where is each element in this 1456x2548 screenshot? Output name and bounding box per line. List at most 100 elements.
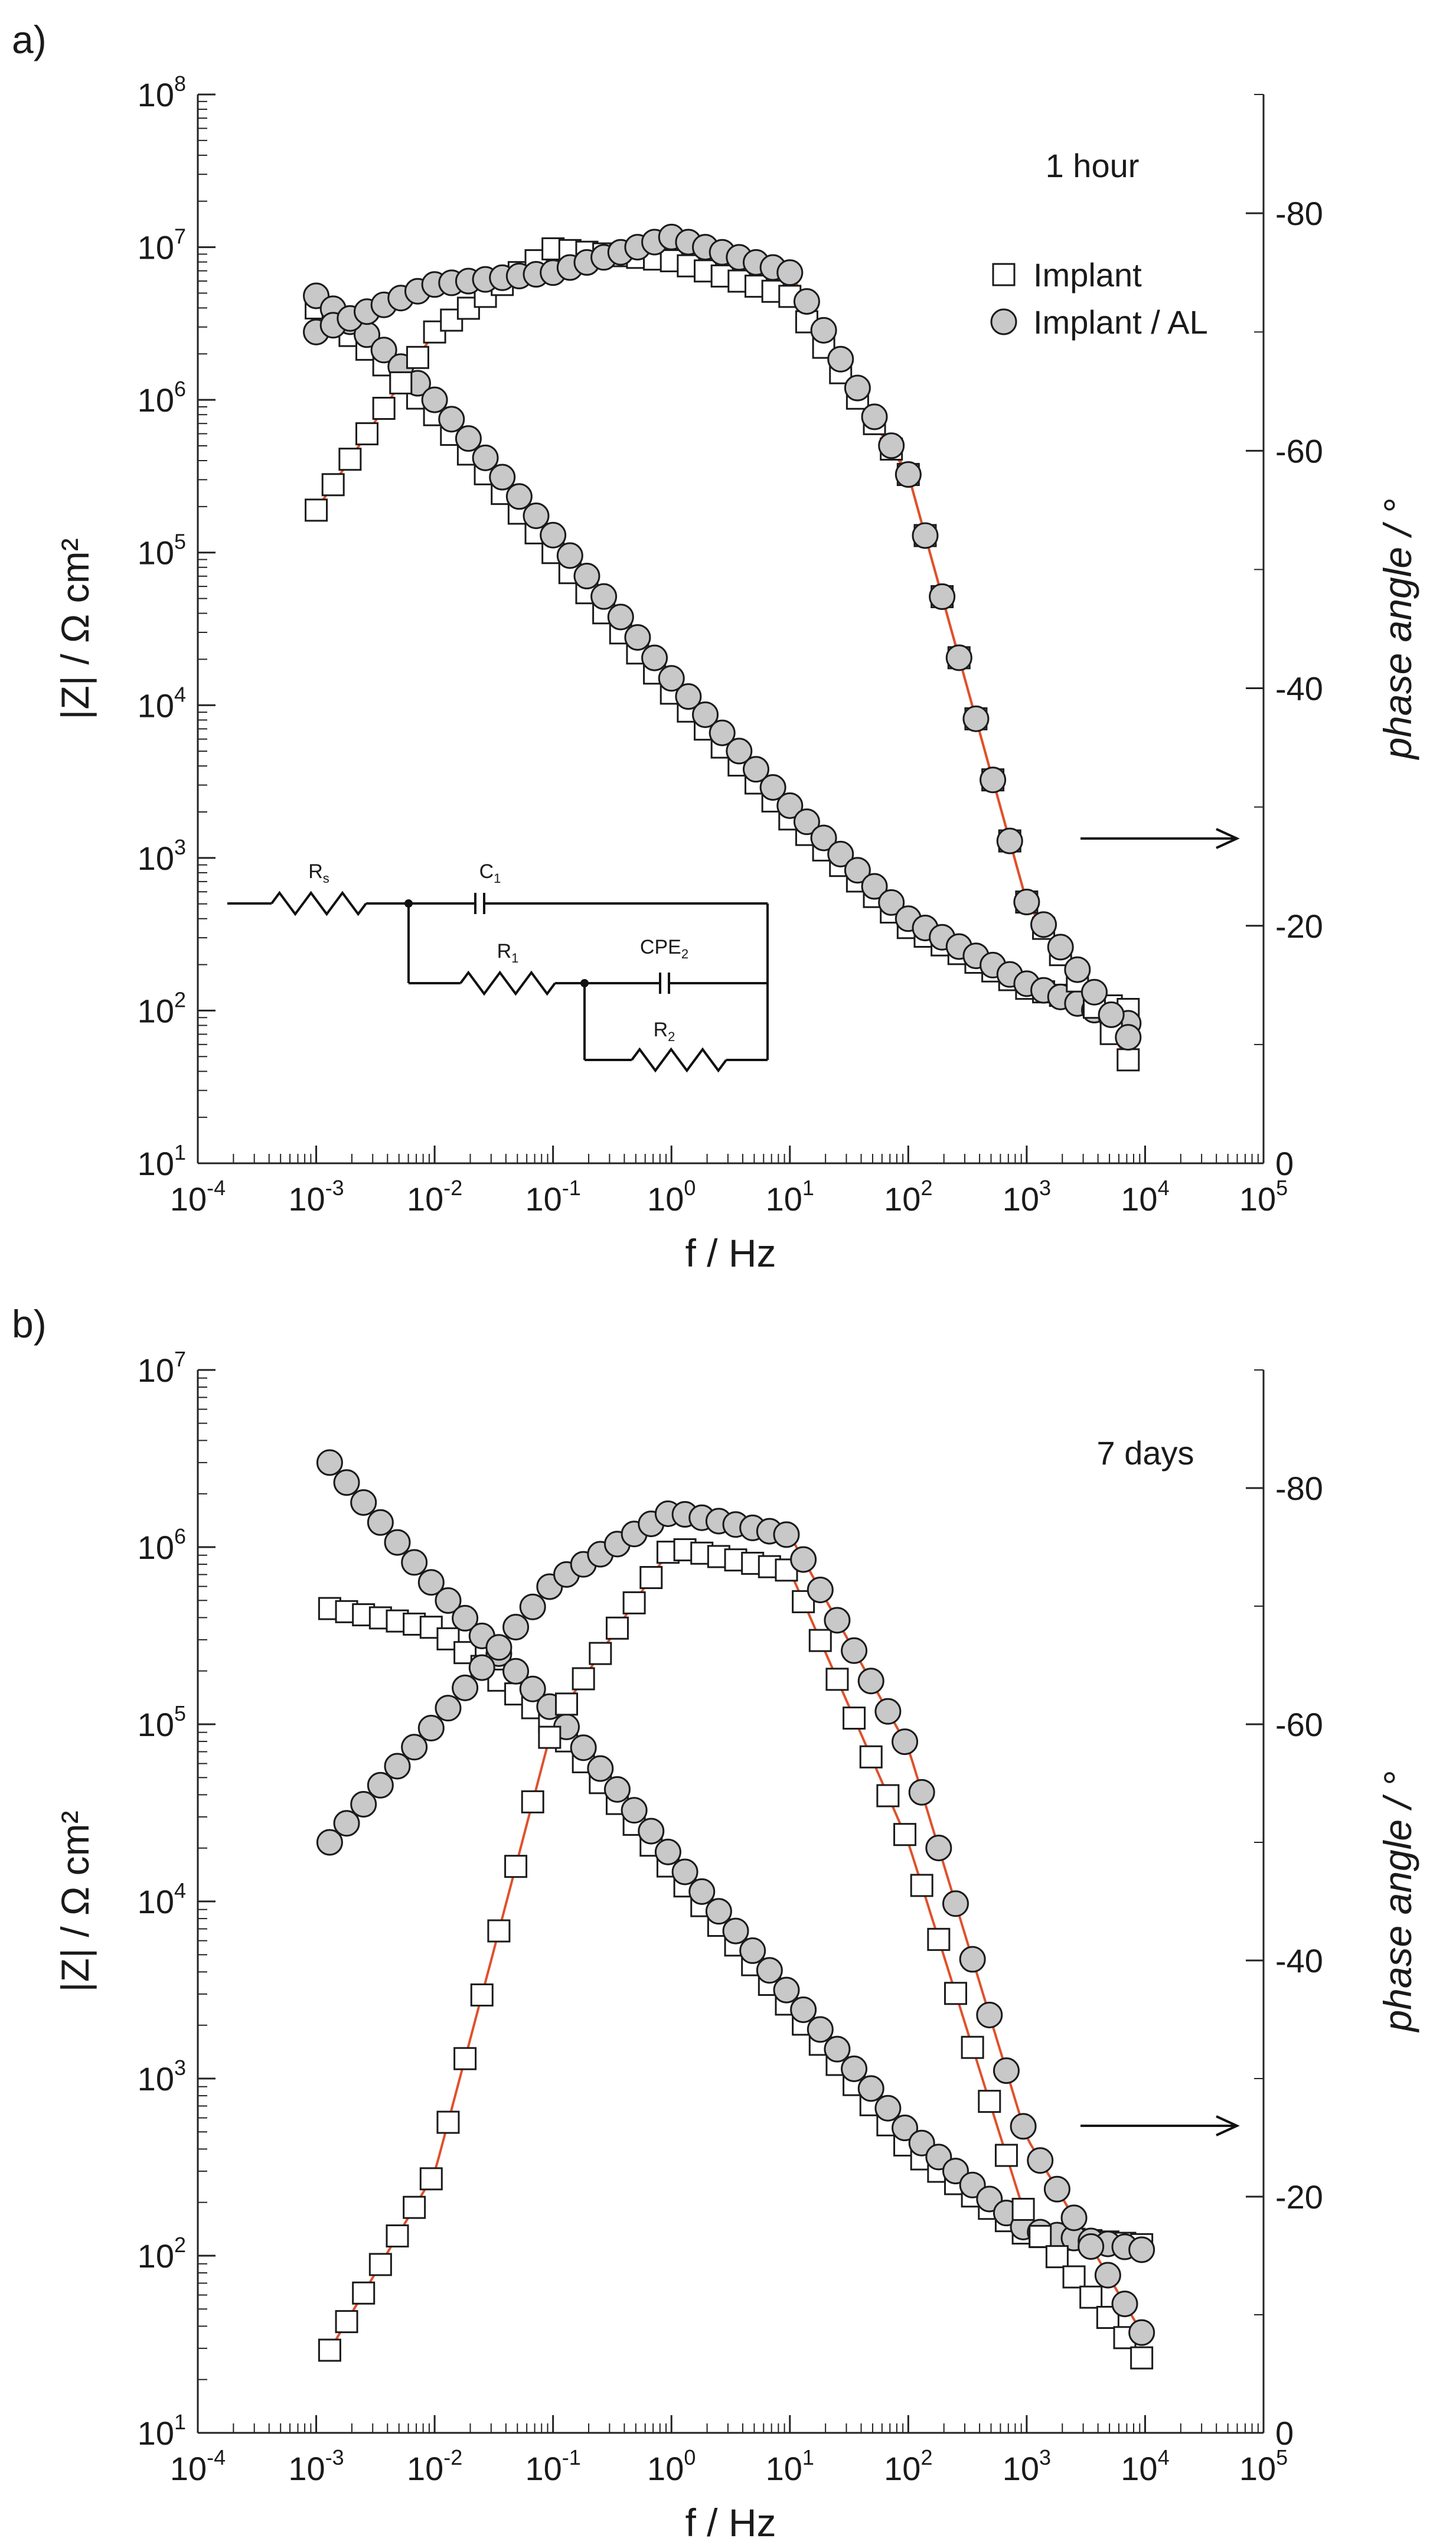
marker-implant-al xyxy=(925,1834,952,1861)
marker-implant-al xyxy=(401,1734,428,1761)
marker-implant-al xyxy=(654,1838,681,1865)
marker-implant xyxy=(470,1983,494,2007)
marker-implant xyxy=(521,1790,544,1813)
marker-implant-al xyxy=(556,542,583,569)
x-tick-label: 10-1 xyxy=(525,1176,581,1218)
marker-implant-al xyxy=(709,719,736,746)
marker-implant xyxy=(321,473,345,497)
y-right-tick-label: 0 xyxy=(1275,1145,1294,1182)
marker-implant-al xyxy=(980,766,1007,794)
marker-implant-al xyxy=(333,1810,360,1837)
marker-implant-al xyxy=(421,386,448,413)
marker-implant-al xyxy=(540,521,567,549)
marker-implant xyxy=(335,2310,358,2334)
marker-implant-al xyxy=(790,1996,817,2023)
equivalent-circuit: Rs C1 R1 CPE2 R2 xyxy=(227,860,769,1073)
marker-implant-al xyxy=(722,1917,749,1945)
x-tick-label: 100 xyxy=(647,1176,696,1218)
marker-implant-al xyxy=(807,1576,834,1603)
marker-implant-al xyxy=(912,522,939,549)
marker-implant xyxy=(944,1982,967,2005)
circuit-label-rs: Rs xyxy=(308,860,329,886)
marker-implant-al xyxy=(370,337,397,364)
y-left-tick-label: 102 xyxy=(138,2233,186,2275)
marker-implant-al xyxy=(841,1637,868,1664)
marker-implant xyxy=(1130,2346,1154,2370)
marker-implant-al xyxy=(942,1890,969,1917)
marker-implant-al xyxy=(945,644,972,671)
marker-implant-al xyxy=(502,1658,530,1685)
marker-implant xyxy=(825,1668,849,1691)
marker-implant-al xyxy=(468,1654,495,1681)
marker-implant xyxy=(389,371,413,394)
marker-implant-al xyxy=(841,2056,868,2083)
marker-implant xyxy=(419,2167,443,2191)
x-tick-label: 101 xyxy=(766,1176,814,1218)
marker-implant-al xyxy=(692,701,719,728)
marker-implant xyxy=(355,422,379,446)
y-left-tick-label: 106 xyxy=(138,377,186,419)
marker-implant-al xyxy=(316,1449,343,1476)
y-right-tick-label: -80 xyxy=(1275,195,1323,232)
x-tick-label: 104 xyxy=(1121,2445,1169,2487)
marker-implant-al xyxy=(759,774,786,801)
marker-implant-al xyxy=(929,583,956,610)
marker-implant-al xyxy=(1064,956,1091,983)
marker-implant xyxy=(1062,2265,1086,2289)
y-left-tick-label: 107 xyxy=(138,1347,186,1389)
marker-implant xyxy=(372,397,396,420)
marker-implant xyxy=(318,2338,341,2362)
x-tick-label: 105 xyxy=(1239,1176,1288,1218)
marker-implant-al xyxy=(827,840,854,867)
marker-implant-al xyxy=(810,824,837,851)
marker-implant-al xyxy=(776,259,804,286)
y-left-tick-label: 103 xyxy=(138,2056,186,2097)
marker-implant-al xyxy=(908,1779,935,1806)
x-tick-label: 102 xyxy=(884,1176,932,1218)
marker-implant-al xyxy=(773,1976,800,2004)
marker-implant xyxy=(1045,2245,1069,2269)
marker-implant xyxy=(572,1667,595,1691)
marker-implant xyxy=(639,1566,663,1590)
y-right-tick-label: 0 xyxy=(1275,2415,1294,2452)
marker-implant-al xyxy=(726,738,753,765)
marker-implant-al xyxy=(1128,2236,1155,2263)
marker-implant-al xyxy=(861,873,888,900)
marker-implant-al xyxy=(624,624,651,651)
marker-implant-al xyxy=(1030,911,1057,938)
y-right-tick-label: -60 xyxy=(1275,432,1323,469)
marker-implant-al xyxy=(1115,1024,1142,1051)
time-annotation: 7 days xyxy=(1097,1434,1194,1472)
marker-implant-al xyxy=(603,1776,631,1803)
marker-implant xyxy=(538,1725,561,1749)
marker-implant-al xyxy=(773,1521,800,1548)
marker-implant-al xyxy=(438,406,465,433)
marker-implant xyxy=(808,1629,832,1652)
marker-implant-al xyxy=(793,808,820,836)
marker-implant-al xyxy=(519,1675,546,1702)
marker-implant-al xyxy=(1060,2204,1088,2231)
marker-implant-al xyxy=(570,1734,597,1761)
marker-implant xyxy=(368,2253,392,2276)
panel-a: a) 10-4 10-3 10-2 10-1 100 101 102 103 104 105 101 1… xyxy=(12,18,1419,1275)
resistor-rs xyxy=(270,890,367,916)
marker-implant-al xyxy=(367,1771,394,1799)
circuit-label-r1: R1 xyxy=(497,940,519,965)
marker-implant-al xyxy=(621,1797,648,1824)
marker-implant-al xyxy=(857,1668,884,1695)
marker-implant-al xyxy=(756,1957,783,1984)
marker-implant-al xyxy=(1043,2175,1070,2203)
marker-implant xyxy=(555,1692,579,1716)
marker-implant xyxy=(352,2281,376,2305)
marker-implant-al xyxy=(1047,934,1074,961)
marker-implant xyxy=(876,1784,900,1808)
marker-implant-al xyxy=(671,1858,698,1885)
marker-implant-al xyxy=(688,1878,716,1905)
marker-implant-al xyxy=(472,444,499,471)
marker-implant-al xyxy=(827,345,854,373)
x-tick-label: 10-2 xyxy=(407,1176,462,1218)
marker-implant-al xyxy=(455,425,482,452)
marker-implant-al xyxy=(350,1791,377,1818)
data-markers xyxy=(316,1449,1155,2370)
y-left-axis-title: |Z| / Ω cm² xyxy=(53,538,97,719)
